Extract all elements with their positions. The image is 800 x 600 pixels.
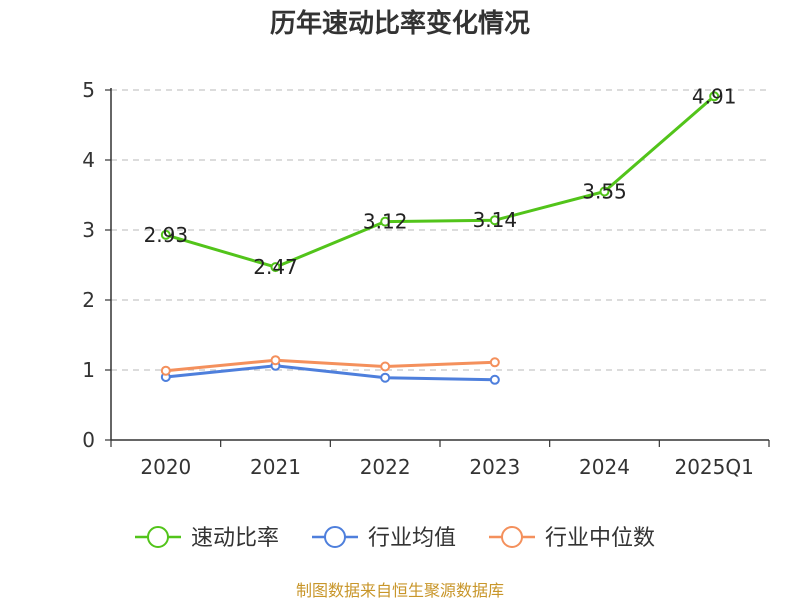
series-line [165, 364, 495, 382]
source-note: 制图数据来自恒生聚源数据库 [296, 581, 504, 600]
legend: 速动比率 行业均值 行业中位数 [135, 526, 655, 551]
series-line [165, 358, 495, 373]
series-layer [160, 91, 720, 385]
data-label: 3.14 [473, 208, 518, 232]
data-label: 3.12 [363, 210, 408, 234]
axes: 0 1 2 3 4 5 2020 2021 2022 2023 2024 2025Q1 [82, 78, 770, 479]
legend-marker [324, 526, 346, 548]
data-label: 3.55 [582, 180, 627, 204]
y-tick-label: 4 [82, 148, 95, 172]
y-tick-label: 5 [82, 78, 95, 102]
data-label: 4.91 [692, 84, 737, 108]
data-point [489, 374, 500, 385]
data-point [160, 229, 171, 240]
x-tick-label: 2024 [579, 455, 630, 479]
series-line [165, 95, 716, 269]
x-tick-label: 2020 [140, 455, 191, 479]
y-tick-label: 2 [82, 288, 95, 312]
legend-marker [501, 526, 523, 548]
data-label: 2.93 [144, 223, 189, 247]
x-tick-label: 2023 [469, 455, 520, 479]
data-point [270, 262, 281, 273]
y-tick-label: 1 [82, 358, 95, 382]
data-point [270, 355, 281, 366]
legend-marker [147, 526, 169, 548]
grid [111, 89, 769, 371]
data-labels: 2.93 2.47 3.12 3.14 3.55 4.91 [144, 84, 737, 279]
x-tick-label: 2021 [250, 455, 301, 479]
legend-label: 速动比率 [191, 526, 279, 551]
chart-title: 历年速动比率变化情况 [270, 8, 530, 39]
data-point [489, 357, 500, 368]
data-point [380, 372, 391, 383]
data-point [380, 361, 391, 372]
x-tick-label: 2025Q1 [674, 455, 753, 479]
data-point [380, 216, 391, 227]
data-label: 2.47 [253, 255, 298, 279]
legend-label: 行业均值 [368, 526, 456, 551]
data-point [709, 91, 720, 102]
y-tick-label: 3 [82, 218, 95, 242]
data-point [489, 215, 500, 226]
data-point [160, 365, 171, 376]
x-tick-label: 2022 [360, 455, 411, 479]
data-point [599, 186, 610, 197]
y-tick-label: 0 [82, 428, 95, 452]
legend-label: 行业中位数 [545, 526, 655, 551]
